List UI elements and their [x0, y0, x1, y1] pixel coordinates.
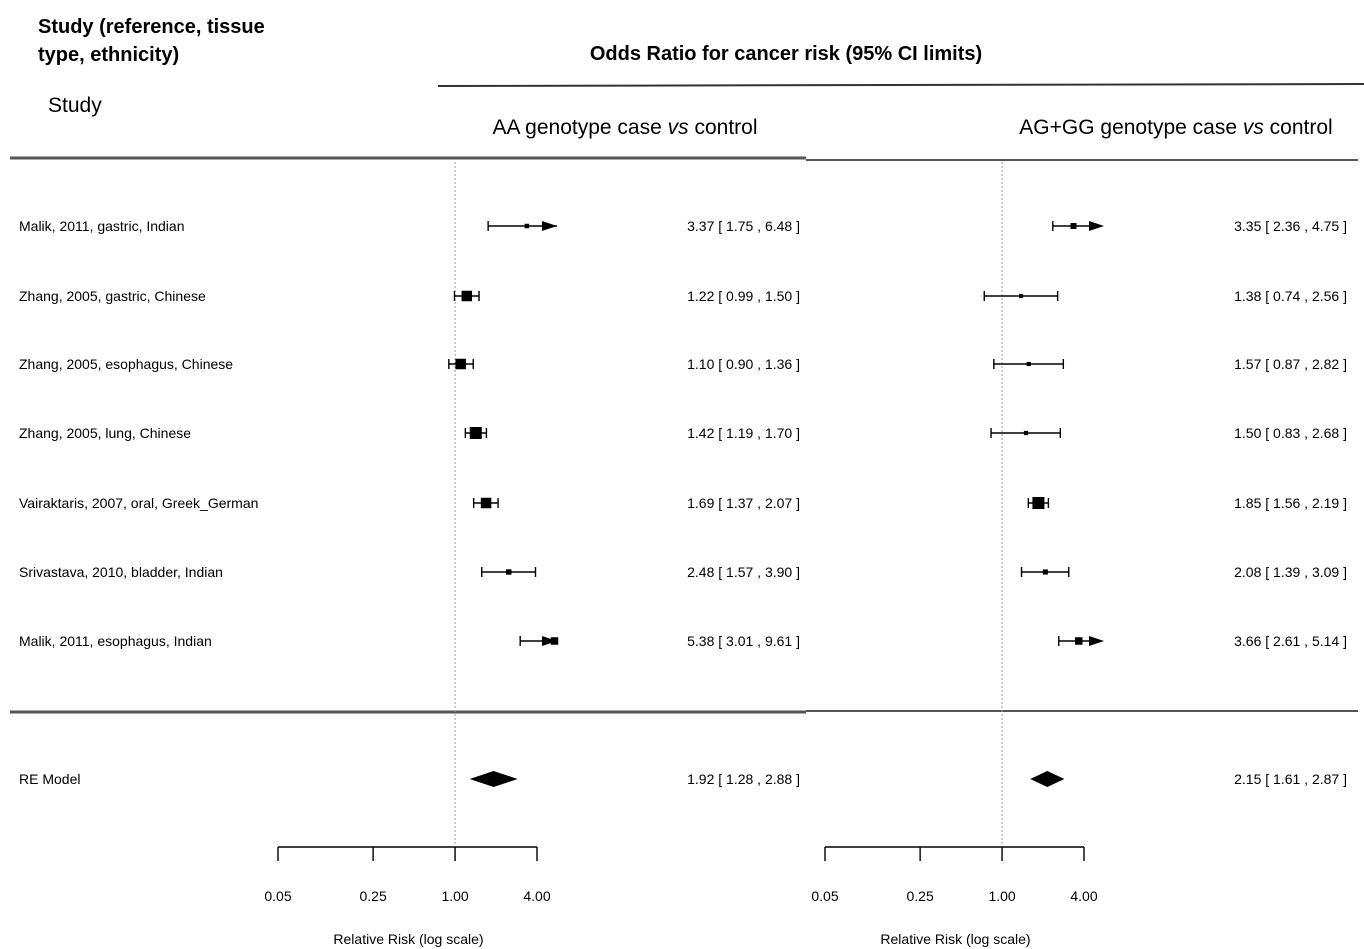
- summary-ci-label: 1.92 [ 1.28 , 2.88 ]: [687, 771, 800, 787]
- ci-arrow: [1089, 221, 1104, 231]
- study-label: Malik, 2011, gastric, Indian: [19, 218, 185, 234]
- x-tick-label: 1.00: [441, 888, 468, 904]
- ci-label: 5.38 [ 3.01 , 9.61 ]: [687, 633, 800, 649]
- main-title: Odds Ratio for cancer risk (95% CI limit…: [590, 43, 982, 65]
- study-label: Vairaktaris, 2007, oral, Greek_German: [19, 495, 258, 511]
- point-estimate: [1026, 361, 1031, 367]
- point-estimate: [1018, 293, 1024, 299]
- study-label: Zhang, 2005, esophagus, Chinese: [19, 356, 233, 372]
- point-estimate: [1023, 430, 1029, 436]
- title-underline: [437, 83, 1364, 87]
- x-axis-label: Relative Risk (log scale): [880, 931, 1030, 947]
- point-estimate: [455, 358, 466, 370]
- ci-label: 1.38 [ 0.74 , 2.56 ]: [1234, 288, 1347, 304]
- point-estimate: [461, 290, 473, 302]
- x-tick-label: 0.05: [264, 888, 291, 904]
- forest-panel-aa: 3.37 [ 1.75 , 6.48 ] 1.22 [ 0.99 , 1.50 ]…: [264, 162, 800, 947]
- x-axis-label: Relative Risk (log scale): [333, 931, 483, 947]
- study-label: Zhang, 2005, lung, Chinese: [19, 425, 191, 441]
- forest-panel-aggg: 3.35 [ 2.36 , 4.75 ] 1.38 [ 0.74 , 2.56 ]…: [811, 162, 1347, 947]
- study-label: Srivastava, 2010, bladder, Indian: [19, 564, 223, 580]
- point-estimate: [524, 223, 530, 229]
- summary-diamond: [1030, 771, 1065, 787]
- point-estimate: [469, 427, 482, 439]
- ci-label: 1.69 [ 1.37 , 2.07 ]: [687, 495, 800, 511]
- left-title-line2: type, ethnicity): [38, 44, 179, 66]
- x-tick-label: 4.00: [523, 888, 550, 904]
- study-label: Malik, 2011, esophagus, Indian: [19, 633, 212, 649]
- ci-arrow: [542, 636, 557, 646]
- ci-label: 2.08 [ 1.39 , 3.09 ]: [1234, 564, 1347, 580]
- ci-label: 1.10 [ 0.90 , 1.36 ]: [687, 356, 800, 372]
- ci-label: 1.42 [ 1.19 , 1.70 ]: [687, 425, 800, 441]
- x-tick-label: 0.05: [811, 888, 838, 904]
- point-estimate: [1070, 223, 1077, 229]
- summary-ci-label: 2.15 [ 1.61 , 2.87 ]: [1234, 771, 1347, 787]
- ci-label: 1.22 [ 0.99 , 1.50 ]: [687, 288, 800, 304]
- point-estimate: [1032, 497, 1045, 509]
- ci-label: 3.35 [ 2.36 , 4.75 ]: [1234, 218, 1347, 234]
- point-estimate: [1042, 569, 1048, 575]
- point-estimate: [1074, 637, 1083, 645]
- ci-label: 1.57 [ 0.87 , 2.82 ]: [1234, 356, 1347, 372]
- panel-title-aggg: AG+GG genotype case vs control: [1019, 116, 1332, 139]
- summary-diamond: [469, 771, 518, 787]
- ci-label: 1.85 [ 1.56 , 2.19 ]: [1234, 495, 1347, 511]
- summary-label: RE Model: [19, 771, 80, 787]
- x-tick-label: 0.25: [907, 888, 934, 904]
- ci-arrow: [542, 221, 557, 231]
- x-tick-label: 0.25: [360, 888, 387, 904]
- point-estimate: [480, 497, 492, 509]
- study-column-label: Study: [48, 94, 102, 117]
- ci-arrow: [1089, 636, 1104, 646]
- x-tick-label: 1.00: [988, 888, 1015, 904]
- study-labels: Malik, 2011, gastric, Indian Zhang, 2005,…: [19, 218, 258, 787]
- study-label: Zhang, 2005, gastric, Chinese: [19, 288, 206, 304]
- left-title-line1: Study (reference, tissue: [38, 16, 265, 38]
- ci-label: 2.48 [ 1.57 , 3.90 ]: [687, 564, 800, 580]
- ci-label: 3.66 [ 2.61 , 5.14 ]: [1234, 633, 1347, 649]
- x-tick-label: 4.00: [1070, 888, 1097, 904]
- ci-label: 1.50 [ 0.83 , 2.68 ]: [1234, 425, 1347, 441]
- ci-label: 3.37 [ 1.75 , 6.48 ]: [687, 218, 800, 234]
- point-estimate: [550, 637, 559, 645]
- panel-title-aa: AA genotype case vs control: [492, 116, 757, 139]
- point-estimate: [506, 569, 512, 575]
